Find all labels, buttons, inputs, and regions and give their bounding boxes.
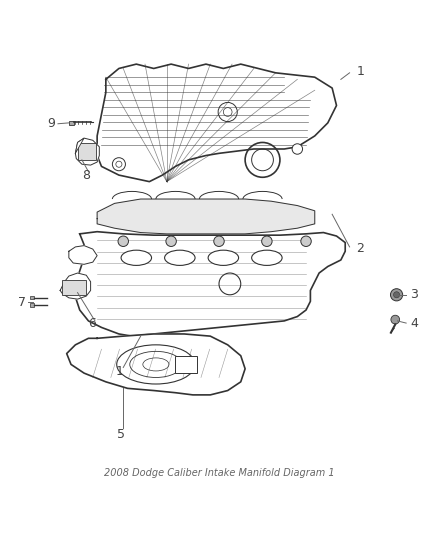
- Circle shape: [391, 315, 399, 324]
- Circle shape: [166, 236, 177, 246]
- FancyBboxPatch shape: [30, 296, 34, 299]
- Text: 9: 9: [47, 117, 55, 130]
- Text: 2008 Dodge Caliber Intake Manifold Diagram 1: 2008 Dodge Caliber Intake Manifold Diagr…: [104, 468, 334, 478]
- FancyBboxPatch shape: [78, 143, 96, 160]
- FancyBboxPatch shape: [30, 303, 34, 306]
- Text: 2: 2: [357, 242, 364, 255]
- Ellipse shape: [121, 250, 152, 265]
- Text: 5: 5: [117, 427, 125, 441]
- Ellipse shape: [208, 250, 239, 265]
- Polygon shape: [75, 232, 345, 336]
- Text: 6: 6: [88, 318, 96, 330]
- FancyBboxPatch shape: [176, 356, 197, 373]
- Text: 8: 8: [82, 169, 90, 182]
- Circle shape: [393, 292, 399, 298]
- Circle shape: [214, 236, 224, 246]
- FancyBboxPatch shape: [69, 120, 74, 125]
- Circle shape: [391, 289, 403, 301]
- Text: 7: 7: [18, 296, 26, 309]
- Polygon shape: [97, 64, 336, 182]
- Circle shape: [301, 236, 311, 246]
- Circle shape: [261, 236, 272, 246]
- Polygon shape: [60, 273, 91, 299]
- Text: 1: 1: [116, 365, 124, 378]
- Text: 4: 4: [410, 318, 418, 330]
- Circle shape: [116, 161, 122, 167]
- FancyBboxPatch shape: [62, 279, 86, 295]
- Polygon shape: [75, 138, 84, 154]
- Text: 1: 1: [357, 65, 364, 78]
- Polygon shape: [97, 199, 315, 234]
- Circle shape: [118, 236, 128, 246]
- Ellipse shape: [165, 250, 195, 265]
- Polygon shape: [69, 246, 97, 264]
- Polygon shape: [75, 138, 99, 165]
- Text: 3: 3: [410, 288, 418, 301]
- Circle shape: [292, 144, 303, 154]
- Polygon shape: [67, 334, 245, 395]
- Ellipse shape: [252, 250, 282, 265]
